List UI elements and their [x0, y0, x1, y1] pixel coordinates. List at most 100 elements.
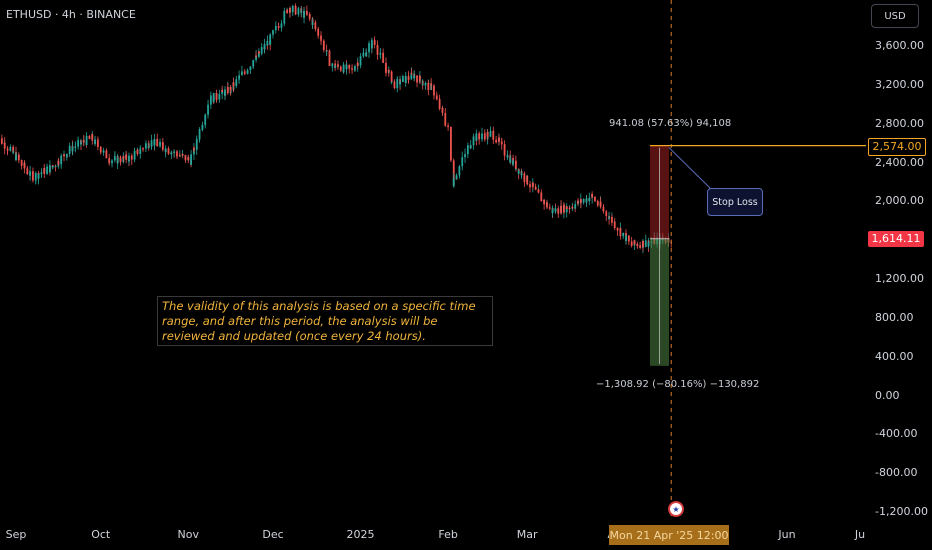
candle-body [80, 142, 82, 145]
candle-body [85, 136, 88, 145]
candle-body [322, 42, 325, 51]
candle-body [297, 8, 300, 11]
candle-body [97, 141, 99, 147]
analysis-note: The validity of this analysis is based o… [157, 296, 493, 346]
candle-body [627, 240, 630, 242]
candle-body [520, 173, 523, 176]
y-tick-label: 3,600.00 [875, 39, 924, 52]
candle-body [396, 79, 399, 80]
candle-body [427, 82, 430, 91]
candle-body [263, 44, 266, 50]
candle-body [523, 179, 526, 182]
candle-body [29, 171, 32, 176]
candle-body [472, 136, 475, 142]
candle-body [523, 173, 526, 180]
candle-body [277, 26, 280, 28]
candle-body [51, 166, 54, 168]
candle-body [204, 114, 207, 122]
candle-body [232, 82, 235, 87]
candle-body [122, 156, 125, 158]
candle-body [486, 132, 489, 137]
candle-body [438, 101, 441, 109]
y-tick-label: 2,800.00 [875, 116, 924, 130]
candle-body [500, 142, 503, 145]
candle-body [345, 64, 348, 70]
candle-body [514, 160, 517, 169]
candle-body [88, 138, 91, 139]
candle-body [526, 175, 529, 185]
candle-body [291, 9, 294, 13]
candle-body [164, 148, 167, 152]
us-flag-icon: ★ [668, 501, 684, 517]
candle-body [266, 41, 269, 46]
candle-body [591, 194, 594, 197]
candle-body [170, 152, 173, 155]
y-tick-label: -800.00 [875, 466, 918, 480]
candle-body [260, 47, 263, 51]
candle-body [424, 82, 427, 86]
candle-body [82, 140, 85, 143]
symbol-label: ETHUSD · 4h · BINANCE [6, 8, 136, 21]
candle-body [495, 141, 498, 143]
candle-body [198, 129, 201, 138]
candle-body [111, 160, 113, 162]
candle-body [387, 69, 390, 72]
x-tick-label: Feb [438, 528, 458, 541]
candle-body [272, 30, 274, 34]
y-tick-label: 2,000.00 [875, 194, 924, 208]
candle-body [20, 163, 23, 166]
candle-body [495, 139, 498, 142]
candle-body [498, 137, 500, 142]
candle-body [562, 204, 565, 213]
candle-body [102, 150, 105, 153]
candle-body [348, 65, 351, 69]
y-tick-label: 2,400.00 [875, 155, 924, 169]
candle-body [116, 157, 119, 164]
candle-body [458, 166, 461, 173]
candle-body [139, 148, 142, 152]
candle-body [421, 84, 424, 86]
candle-body [48, 165, 51, 173]
candle-body [560, 205, 562, 213]
candle-body [625, 235, 627, 241]
candle-body [150, 140, 153, 145]
candle-body [3, 142, 6, 149]
candle-body [34, 172, 37, 179]
candle-body [23, 162, 26, 169]
candle-body [568, 207, 571, 209]
candle-body [385, 62, 387, 67]
candle-body [221, 89, 224, 92]
candle-body [546, 202, 548, 208]
candle-body [161, 145, 164, 150]
currency-button[interactable]: USD [871, 4, 919, 28]
candle-body [531, 182, 534, 187]
candle-body [99, 151, 102, 153]
candle-body [71, 147, 74, 152]
x-tick-label: Jun [778, 528, 796, 541]
candle-body [517, 171, 520, 174]
candle-body [461, 162, 464, 167]
candle-body [362, 52, 365, 55]
candle-body [433, 92, 435, 96]
candle-body [269, 34, 272, 45]
candle-body [209, 102, 212, 105]
candle-body [328, 53, 331, 67]
candle-body [257, 51, 260, 54]
candle-body [325, 50, 328, 52]
candle-body [252, 60, 255, 66]
candle-body [529, 186, 531, 188]
candle-body [280, 23, 283, 25]
candle-body [554, 208, 557, 212]
candle-body [605, 212, 608, 216]
candle-body [235, 79, 238, 81]
candle-body [145, 145, 147, 149]
candle-body [156, 143, 159, 147]
candle-body [410, 72, 413, 80]
candle-body [255, 55, 257, 61]
candle-body [249, 66, 252, 68]
candle-body [514, 168, 517, 170]
x-tick-label: 2025 [346, 528, 375, 541]
position-top-label: 941.08 (57.63%) 94,108 [609, 117, 732, 129]
candle-body [289, 8, 291, 13]
